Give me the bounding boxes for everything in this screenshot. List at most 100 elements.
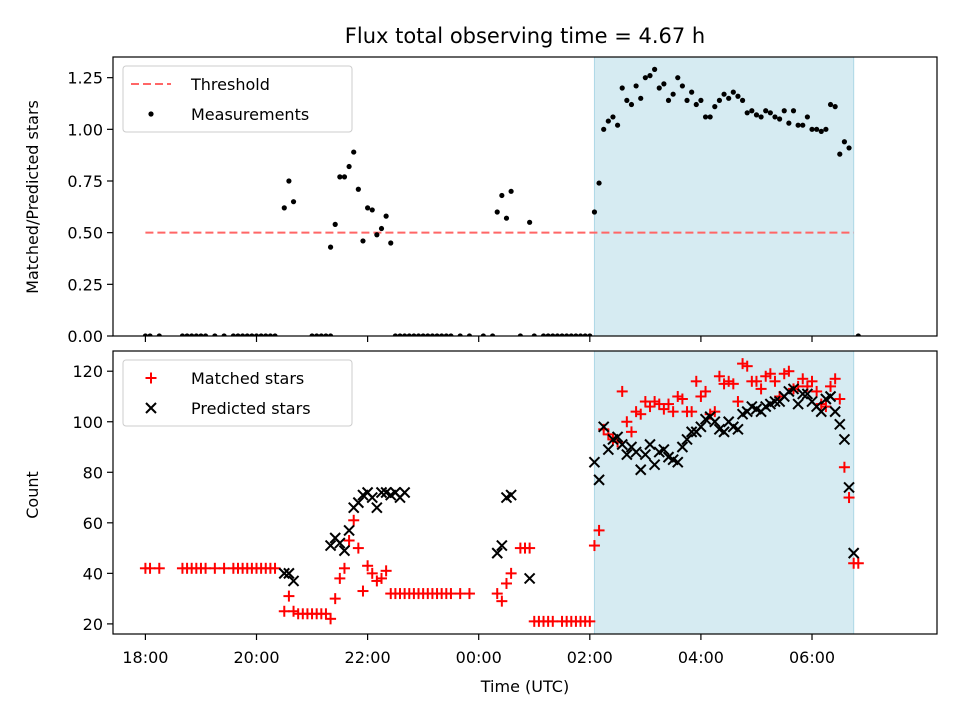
matched-point [278,605,290,617]
predicted-point [681,433,693,446]
predicted-point-b [523,572,536,585]
measurement-point [489,333,496,336]
matched-point [153,562,165,574]
predicted-point [838,433,851,446]
matched-point [283,590,295,602]
matched-point [375,572,387,584]
measurement-point [786,120,792,126]
measurement-point [281,205,287,211]
matched-point [741,360,753,372]
measurement-point [689,89,695,95]
measurement-point [790,108,797,114]
measurement-point [314,333,320,336]
measurement-point [554,333,561,336]
measurement-point [508,188,514,194]
measurement-point [550,333,556,336]
predicted-point [769,395,781,408]
predicted-point-b [727,421,740,433]
measurement-point [642,75,648,81]
top-legend-label: Threshold [190,75,270,94]
top-panel-ratio: Matched/Predicted stars 0.00 0.25 0.50 0.75… [23,56,938,346]
matched-point [348,514,360,526]
measurement-point [573,333,579,336]
measurement-point [332,221,338,227]
matched-point [732,396,744,408]
predicted-point [588,456,601,468]
measurement-point [527,219,533,225]
measurement-point [258,333,264,336]
predicted-point-b [709,416,721,428]
predicted-point-b [662,451,675,463]
legend-matched-swatch [145,372,157,384]
measurement-point [365,205,371,211]
matched-point [584,615,596,627]
top-legend-label: Measurements [191,105,309,124]
measurement-point [212,333,218,336]
predicted-point-b [648,458,661,471]
matched-point [362,560,374,572]
matched-point [269,562,281,574]
predicted-point [718,426,730,438]
measurement-point [827,101,834,108]
top-y-tick-label: 0.00 [67,327,103,346]
measurement-point [434,333,440,336]
measurement-point [702,114,709,120]
predicted-point-b [343,524,355,537]
measurement-point [679,83,685,89]
measurement-point [420,333,426,336]
measurement-point [753,112,760,118]
predicted-point [792,398,804,410]
predicted-point-b [787,383,800,395]
predicted-point-b [324,539,337,552]
measurement-point [832,104,838,110]
predicted-point-b [667,453,679,466]
measurement-point [749,108,755,114]
predicted-point-b [732,423,744,436]
predicted-point [602,443,615,456]
matched-point [852,557,864,569]
predicted-point-b [334,537,346,549]
measurement-point [286,178,292,184]
measurement-point [684,97,690,103]
matched-point [825,380,837,392]
matched-point [838,461,850,473]
measurement-point [360,238,366,244]
matched-point [797,373,809,385]
measurement-point [744,110,750,116]
predicted-point [398,486,411,499]
matched-point [616,385,628,397]
matched-point [352,542,364,554]
predicted-point-b [616,438,628,451]
measurement-point [425,333,431,336]
measurement-point [601,126,607,132]
predicted-point [635,464,647,476]
measurement-point [596,180,602,186]
predicted-point [639,448,652,461]
measurement-point [439,333,445,336]
measurement-point [494,209,500,215]
measurement-point [800,122,806,128]
predicted-point [343,524,355,537]
predicted-point [366,491,378,504]
measurement-point [263,333,269,336]
measurement-point [499,192,505,199]
measurement-point [327,244,334,250]
legend-measurements-swatch [148,111,154,117]
predicted-point-b [797,388,809,400]
measurement-point [184,333,190,336]
bottom-highlight-span [593,350,855,635]
measurement-point [156,333,162,336]
predicted-point-b [352,496,365,509]
predicted-point [278,567,290,580]
bottom-y-axis-label: Count [23,471,42,519]
predicted-point [709,416,721,428]
measurement-point [568,333,574,336]
x-tick-label: 06:00 [789,648,835,667]
measurement-point [614,122,621,128]
measurement-point [267,333,273,336]
matched-point [667,406,679,418]
matched-point [505,567,517,579]
predicted-point [732,423,744,436]
matched-point [625,426,637,438]
matched-point [144,562,156,574]
